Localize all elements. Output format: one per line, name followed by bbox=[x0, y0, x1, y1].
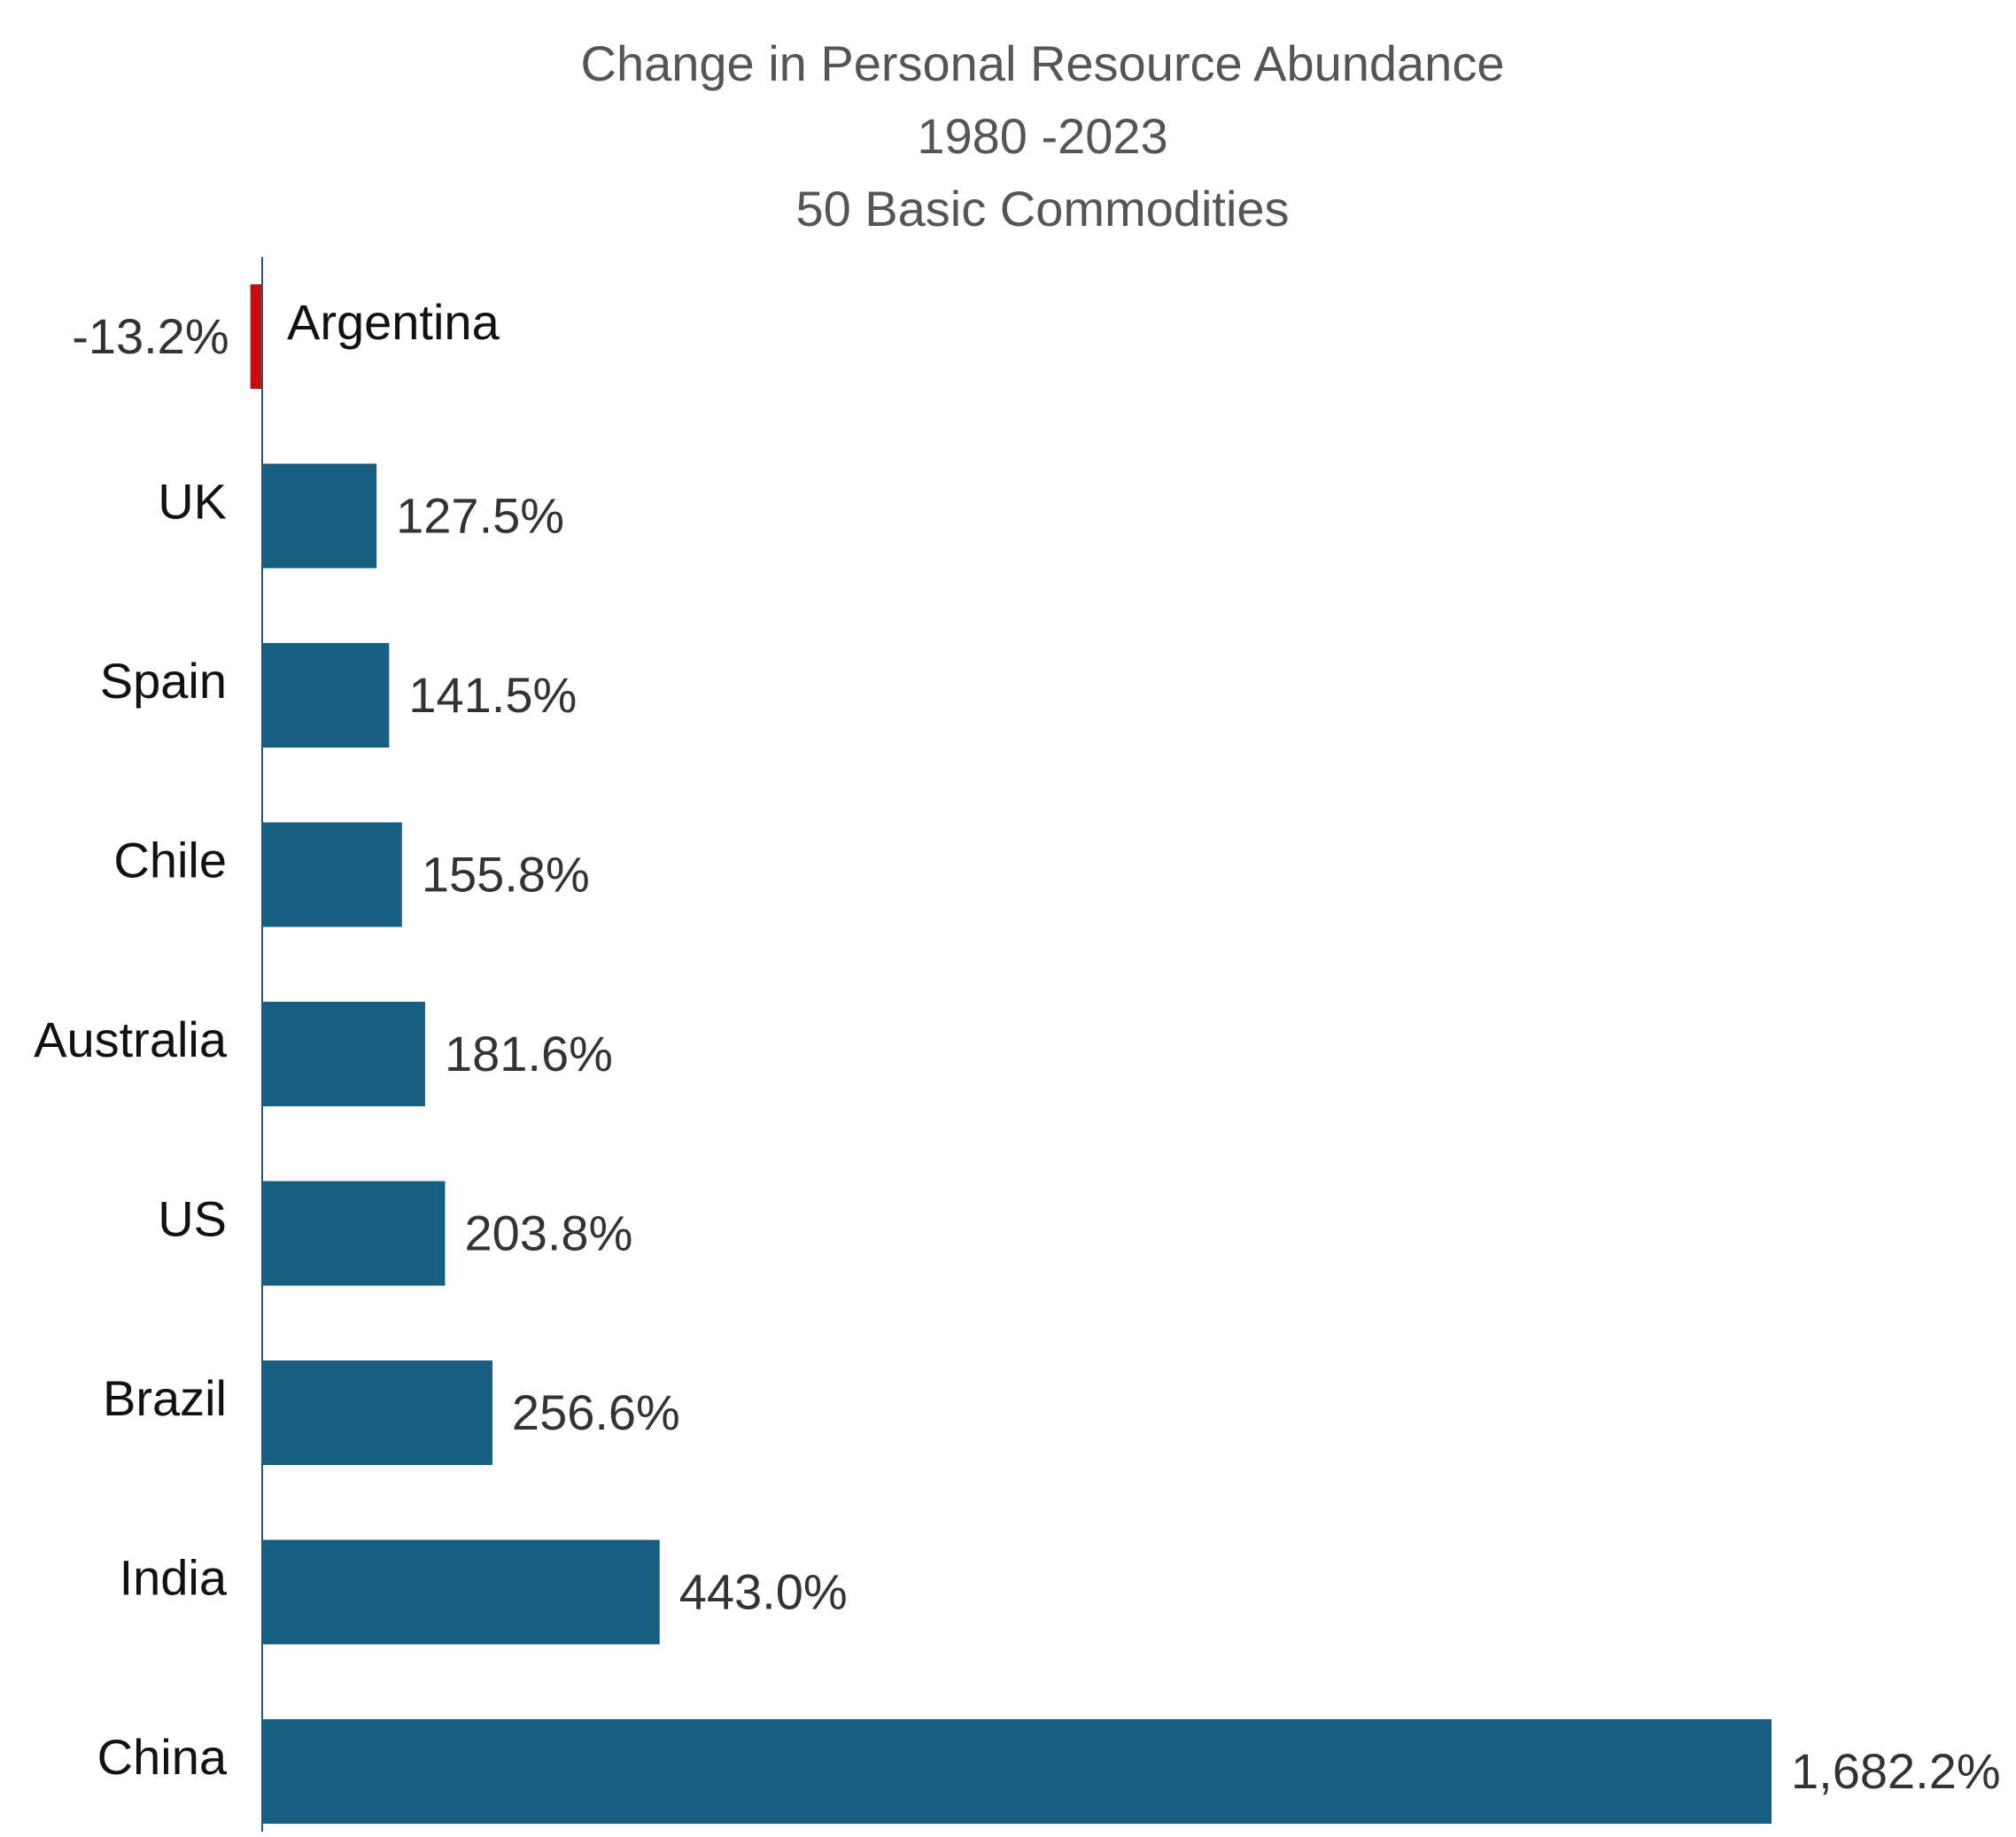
value-label-australia: 181.6% bbox=[445, 1026, 613, 1081]
category-label-us: US bbox=[158, 1190, 227, 1246]
chart-title-line-2: 1980 -2023 bbox=[917, 108, 1167, 164]
bar-spain bbox=[262, 643, 390, 748]
bar-china bbox=[262, 1719, 1772, 1824]
category-label-brazil: Brazil bbox=[103, 1370, 227, 1426]
category-label-argentina: Argentina bbox=[287, 294, 500, 350]
value-label-india: 443.0% bbox=[679, 1563, 848, 1619]
category-label-china: China bbox=[97, 1729, 228, 1785]
bar-india bbox=[262, 1539, 660, 1645]
bar-argentina bbox=[250, 284, 262, 389]
chart-title-line-1: Change in Personal Resource Abundance bbox=[581, 35, 1505, 91]
bars bbox=[250, 284, 1772, 1824]
value-label-argentina: -13.2% bbox=[72, 308, 229, 364]
bar-us bbox=[262, 1181, 446, 1286]
chart-title-line-3: 50 Basic Commodities bbox=[795, 181, 1289, 236]
category-label-india: India bbox=[120, 1549, 228, 1605]
category-label-chile: Chile bbox=[113, 832, 227, 887]
category-label-australia: Australia bbox=[34, 1012, 228, 1067]
value-label-chile: 155.8% bbox=[422, 846, 590, 902]
bar-chile bbox=[262, 822, 402, 927]
bar-uk bbox=[262, 463, 377, 569]
bar-australia bbox=[262, 1002, 425, 1106]
value-label-us: 203.8% bbox=[464, 1205, 632, 1260]
category-label-uk: UK bbox=[158, 473, 227, 529]
value-labels: -13.2% 127.5% 141.5% 155.8% 181.6% 203.8% 256.… bbox=[72, 308, 2000, 1799]
value-label-uk: 127.5% bbox=[396, 487, 564, 543]
bar-brazil bbox=[262, 1360, 492, 1465]
value-label-spain: 141.5% bbox=[408, 667, 577, 723]
value-label-brazil: 256.6% bbox=[512, 1384, 680, 1440]
category-label-spain: Spain bbox=[100, 653, 227, 709]
chart-title: Change in Personal Resource Abundance 198… bbox=[581, 35, 1505, 236]
category-labels: Argentina UK Spain Chile Australia US Brazil In… bbox=[34, 294, 500, 1785]
value-label-china: 1,682.2% bbox=[1791, 1743, 2001, 1799]
